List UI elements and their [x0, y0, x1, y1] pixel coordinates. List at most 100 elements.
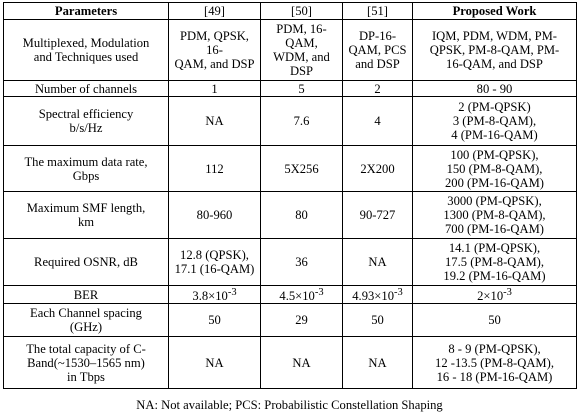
cell-osnr-proposed: 14.1 (PM-QPSK), 17.5 (PM-8-QAM), 19.2 (PM-…: [412, 238, 577, 286]
cell-line: QAM, PCS: [348, 43, 407, 57]
cell-spectral-ref-49: NA: [168, 96, 261, 146]
ber-ref-50-exponent: -3: [314, 287, 324, 298]
cell-multiplexed-proposed: IQM, PDM, WDM, PM- QPSK, PM-8-QAM, PM- 16-…: [412, 19, 577, 81]
cell-line: Required OSNR, dB: [34, 255, 138, 269]
cell-line: DSP: [289, 64, 314, 78]
header-parameters: Parameters: [3, 2, 169, 20]
cell-line: PDM, 16-: [276, 22, 327, 36]
cell-line: and DSP: [355, 57, 400, 71]
cell-line: 2: [374, 81, 381, 96]
ber-proposed-exponent: -3: [503, 287, 512, 298]
cell-line: Multiplexed, Modulation: [22, 36, 150, 50]
cell-datarate-ref-51: 2X200: [342, 145, 413, 192]
table-row: Required OSNR, dB 12.8 (QPSK), 17.1 (16-Q…: [3, 238, 577, 286]
table-row: Spectral efficiency b/s/Hz NA 7.6 4 2 (PM…: [3, 96, 577, 146]
cell-line: 3000 (PM-QPSK),: [447, 194, 542, 208]
header-row: Parameters [49] [50] [51] Proposed Work: [3, 2, 577, 20]
cell-line: km: [77, 215, 95, 229]
cell-ber-proposed: 2×10-3: [412, 284, 577, 305]
table-footnote: NA: Not available; PCS: Probabilistic Co…: [136, 398, 443, 412]
cell-line: NA: [292, 355, 311, 370]
cell-line: 100 (PM-QPSK),: [450, 147, 539, 162]
cell-line: 700 (PM-16-QAM): [445, 222, 544, 236]
table-row: Each Channel spacing (GHz) 50 29 50 50: [3, 303, 577, 338]
header-proposed-work: Proposed Work: [412, 2, 577, 20]
cell-spectral-proposed: 2 (PM-QPSK) 3 (PM-8-QAM), 4 (PM-16-QAM): [412, 96, 577, 146]
table-header: Parameters [49] [50] [51] Proposed Work: [3, 2, 577, 20]
cell-datarate-proposed: 100 (PM-QPSK), 150 (PM-8-QAM), 200 (PM-16-…: [412, 145, 577, 192]
cell-line: 36: [295, 255, 308, 269]
cell-line: 112: [205, 161, 224, 176]
cell-smf-parameter: Maximum SMF length, km: [3, 191, 169, 239]
header-ref-49: [49]: [168, 2, 261, 20]
table-row: The maximum data rate, Gbps 112 5X256 2X2…: [3, 145, 577, 192]
table-row: BER 3.8×10-3 4.5×10-3 4.93×10-3 2×10-3: [3, 284, 577, 305]
comparison-table: Parameters [49] [50] [51] Proposed Work …: [3, 2, 577, 390]
ber-ref-49-exponent: -3: [227, 287, 237, 298]
cell-line: 5X256: [284, 161, 319, 176]
cell-line: 4: [374, 114, 381, 128]
cell-line: NA: [368, 355, 387, 370]
cell-capacity-ref-49: NA: [168, 336, 261, 390]
cell-capacity-proposed: 8 - 9 (PM-QPSK), 12 -13.5 (PM-8-QAM), 16 -…: [412, 336, 577, 390]
cell-line: The maximum data rate,: [24, 154, 148, 169]
cell-line: Maximum SMF length,: [26, 201, 146, 215]
cell-line: 2X200: [360, 161, 395, 176]
cell-multiplexed-parameter: Multiplexed, Modulation and Techniques us…: [3, 19, 169, 81]
cell-line: 80: [295, 208, 308, 222]
cell-spacing-parameter: Each Channel spacing (GHz): [3, 303, 169, 338]
cell-multiplexed-ref-51: DP-16- QAM, PCS and DSP: [342, 19, 413, 81]
cell-datarate-parameter: The maximum data rate, Gbps: [3, 145, 169, 192]
cell-channels-ref-49: 1: [168, 80, 261, 97]
cell-line: NA: [205, 355, 224, 370]
cell-line: NA: [205, 114, 224, 128]
ber-proposed-mantissa: 2×10: [477, 289, 504, 304]
cell-spectral-ref-50: 7.6: [260, 96, 343, 146]
cell-line: QAM,: [285, 36, 318, 50]
cell-line: 3 (PM-8-QAM),: [452, 114, 537, 128]
cell-datarate-ref-49: 112: [168, 145, 261, 192]
cell-line: Gbps: [72, 168, 100, 183]
cell-line: IQM, PDM, WDM, PM-: [431, 29, 558, 43]
cell-line: 90-727: [359, 208, 396, 222]
cell-smf-ref-49: 80-960: [168, 191, 261, 239]
cell-channels-parameter: Number of channels: [3, 80, 169, 97]
cell-line: 4 (PM-16-QAM): [451, 128, 538, 142]
cell-channels-ref-51: 2: [342, 80, 413, 97]
cell-spacing-ref-49: 50: [168, 303, 261, 338]
cell-ber-ref-49: 3.8×10-3: [168, 284, 261, 305]
cell-osnr-parameter: Required OSNR, dB: [3, 238, 169, 286]
cell-line: 7.6: [293, 114, 310, 128]
cell-osnr-ref-51: NA: [342, 238, 413, 286]
cell-spacing-proposed: 50: [412, 303, 577, 338]
cell-line: PDM, QPSK,: [180, 29, 249, 43]
table-row: Number of channels 1 5 2 80 - 90: [3, 80, 577, 97]
cell-multiplexed-ref-50: PDM, 16- QAM, WDM, and DSP: [260, 19, 343, 81]
cell-multiplexed-ref-49: PDM, QPSK, 16- QAM, and DSP: [168, 19, 261, 81]
cell-line: 1300 (PM-8-QAM),: [443, 208, 546, 222]
cell-spectral-ref-51: 4: [342, 96, 413, 146]
table-body: Multiplexed, Modulation and Techniques us…: [3, 19, 577, 390]
cell-line: b/s/Hz: [69, 121, 103, 135]
cell-line: 200 (PM-16-QAM): [445, 175, 544, 190]
cell-channels-proposed: 80 - 90: [412, 80, 577, 97]
ber-ref-50-mantissa: 4.5×10: [279, 289, 315, 304]
cell-spectral-parameter: Spectral efficiency b/s/Hz: [3, 96, 169, 146]
cell-line: BER: [73, 287, 99, 302]
header-ref-50: [50]: [260, 2, 343, 20]
cell-line: 29: [295, 313, 308, 328]
cell-line: 16-: [206, 43, 223, 57]
cell-osnr-ref-50: 36: [260, 238, 343, 286]
cell-line: 2 (PM-QPSK): [458, 100, 531, 114]
cell-osnr-ref-49: 12.8 (QPSK), 17.1 (16-QAM): [168, 238, 261, 286]
cell-line: Number of channels: [34, 81, 138, 96]
cell-ber-ref-51: 4.93×10-3: [342, 284, 413, 305]
table-row: Multiplexed, Modulation and Techniques us…: [3, 19, 577, 81]
cell-line: 12 -13.5 (PM-8-QAM),: [435, 355, 554, 370]
cell-line: 16 - 18 (PM-16-QAM): [436, 369, 553, 384]
cell-line: WDM, and: [273, 50, 330, 64]
cell-line: 80-960: [196, 208, 233, 222]
cell-spacing-ref-50: 29: [260, 303, 343, 338]
cell-line: Band(~1530–1565 nm): [27, 355, 145, 370]
cell-line: 50: [488, 313, 501, 328]
